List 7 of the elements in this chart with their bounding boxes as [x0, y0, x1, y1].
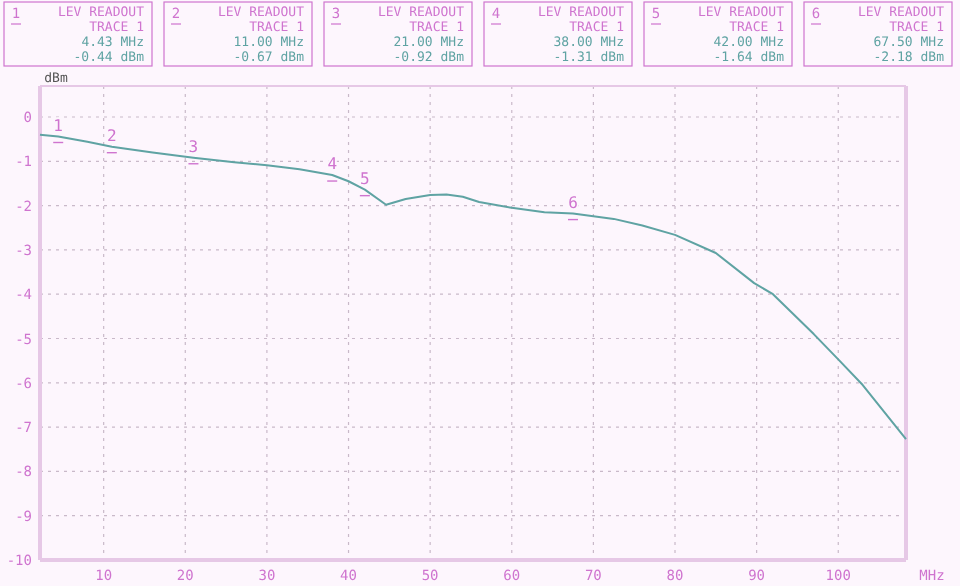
annotation: 2 — [107, 126, 117, 145]
annotation: 6 — [568, 193, 579, 212]
annotation: 1 — [53, 116, 64, 135]
annotation: 5 — [360, 169, 371, 188]
annotation: 4 — [327, 155, 338, 174]
line-series — [39, 133, 907, 441]
annotation: 3 — [188, 137, 199, 156]
